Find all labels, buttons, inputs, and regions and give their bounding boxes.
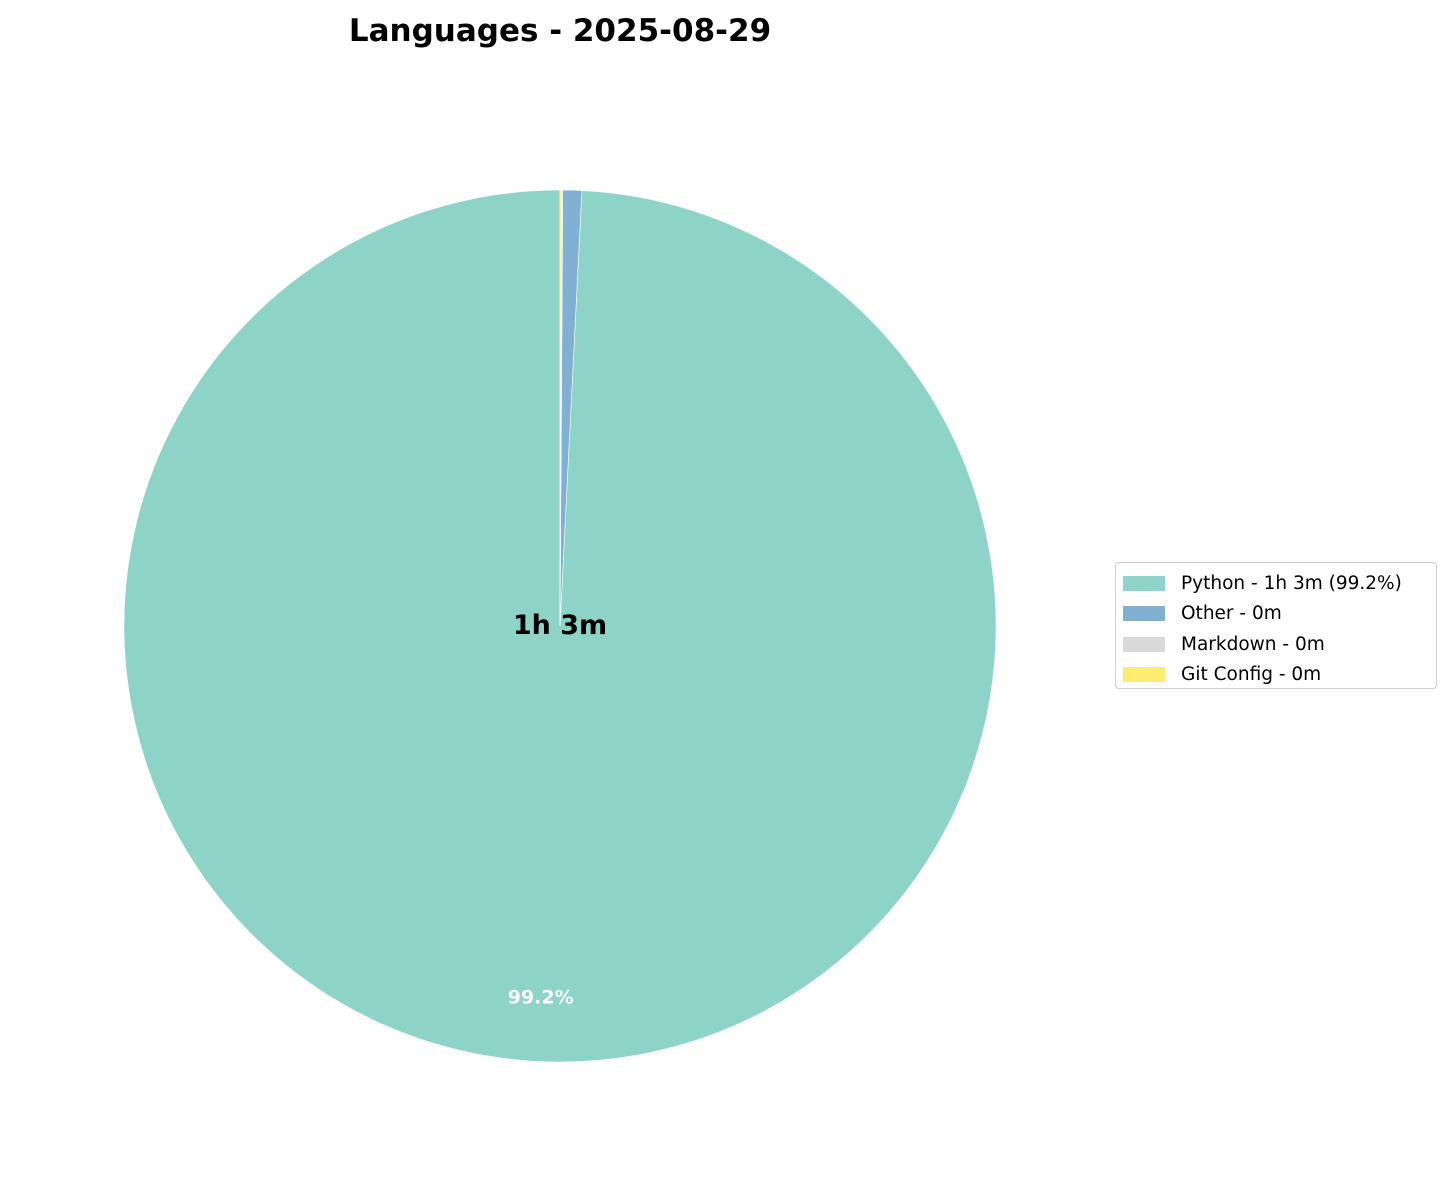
pie-slice-git-config [559,189,562,627]
legend-swatch-git-config [1123,667,1165,683]
pie-center-total-label: 1h 3m [513,610,607,641]
pie-percent-labels: 99.2% [508,986,574,1008]
pie-slices [123,189,997,1063]
legend-label-python: Python - 1h 3m (99.2%) [1181,572,1402,594]
chart-title: Languages - 2025-08-29 [349,13,771,49]
legend-label-other: Other - 0m [1181,603,1282,625]
legend-swatch-python [1123,575,1165,591]
legend-swatch-other [1123,606,1165,622]
legend-label-markdown: Markdown - 0m [1181,633,1325,655]
chart-legend: Python - 1h 3m (99.2%) Other - 0m Markdo… [1115,562,1437,689]
pie-percent-label-python: 99.2% [508,986,574,1008]
legend-item-markdown: Markdown - 0m [1123,629,1436,660]
legend-swatch-markdown [1123,636,1165,652]
legend-label-git-config: Git Config - 0m [1181,664,1322,686]
legend-item-python: Python - 1h 3m (99.2%) [1123,568,1436,599]
legend-item-other: Other - 0m [1123,599,1436,630]
legend-item-git-config: Git Config - 0m [1123,660,1436,691]
